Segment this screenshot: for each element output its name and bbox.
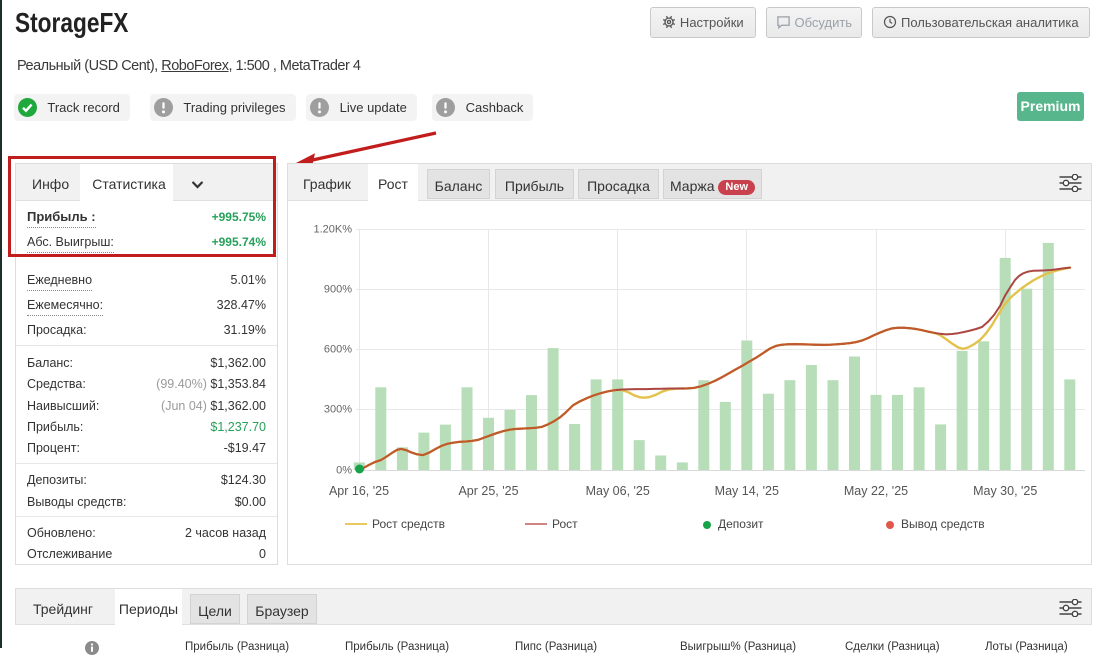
svg-text:Apr 16, '25: Apr 16, '25 bbox=[329, 484, 389, 498]
svg-text:0%: 0% bbox=[336, 465, 352, 477]
svg-text:900%: 900% bbox=[324, 284, 352, 296]
svg-text:May 06, '25: May 06, '25 bbox=[586, 484, 650, 498]
svg-text:May 30, '25: May 30, '25 bbox=[973, 484, 1037, 498]
svg-text:May 14, '25: May 14, '25 bbox=[715, 484, 779, 498]
svg-text:May 22, '25: May 22, '25 bbox=[844, 484, 908, 498]
svg-text:300%: 300% bbox=[324, 404, 352, 416]
svg-text:600%: 600% bbox=[324, 344, 352, 356]
svg-text:1.20K%: 1.20K% bbox=[313, 224, 352, 236]
svg-text:Apr 25, '25: Apr 25, '25 bbox=[458, 484, 518, 498]
